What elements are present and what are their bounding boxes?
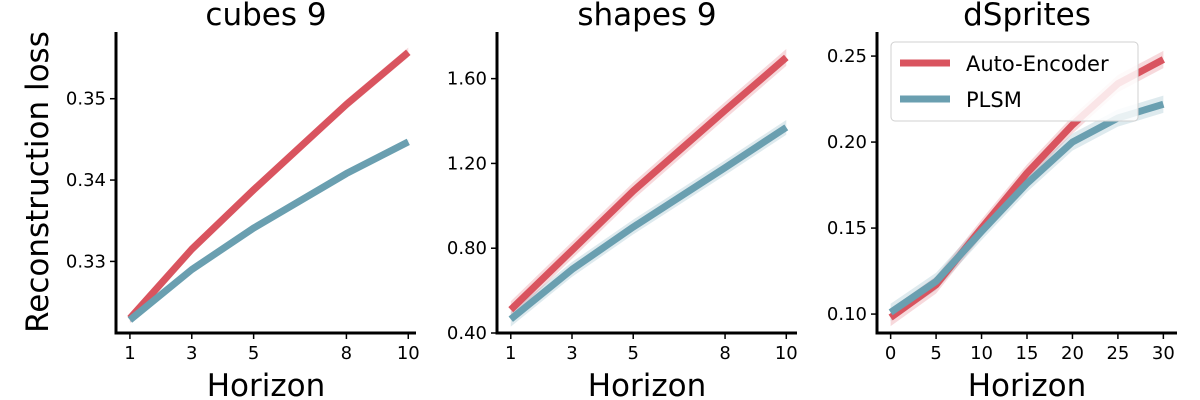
x-tick-label: 10 <box>970 343 993 364</box>
x-tick-label: 10 <box>775 343 798 364</box>
y-tick-label: 0.40 <box>447 323 487 344</box>
x-tick-label: 0 <box>885 343 896 364</box>
chart-title-dsprites: dSprites <box>963 0 1091 33</box>
panel-cubes-9: cubes 9 1 3 5 8 10 0.33 0.34 0.35 Horizon <box>66 0 420 400</box>
chart-title-shapes-9: shapes 9 <box>577 0 716 33</box>
x-axis-label-cubes-9: Horizon <box>207 368 326 400</box>
x-tick-label: 3 <box>186 343 197 364</box>
x-axis-label-dsprites: Horizon <box>968 368 1087 400</box>
x-tick-label: 5 <box>930 343 941 364</box>
chart-title-cubes-9: cubes 9 <box>205 0 326 33</box>
legend-label-auto-encoder: Auto-Encoder <box>966 52 1109 76</box>
x-tick-label: 30 <box>1152 343 1175 364</box>
x-tick-label: 3 <box>566 343 577 364</box>
legend-box <box>890 41 1139 122</box>
y-tick-label: 1.60 <box>447 69 487 90</box>
x-tick-label: 1 <box>505 343 516 364</box>
legend: Auto-Encoder PLSM <box>890 41 1139 122</box>
x-tick-label: 25 <box>1106 343 1129 364</box>
x-tick-label: 1 <box>124 343 135 364</box>
y-tick-label: 0.10 <box>827 304 867 325</box>
x-axis-label-shapes-9: Horizon <box>588 368 707 400</box>
y-tick-label: 0.15 <box>827 218 867 239</box>
x-tick-label: 8 <box>719 343 730 364</box>
y-tick-label: 0.33 <box>66 251 106 272</box>
y-tick-label: 0.20 <box>827 132 867 153</box>
x-tick-label: 15 <box>1016 343 1039 364</box>
y-tick-label: 0.34 <box>66 170 106 191</box>
series-line-plsm-dsprites <box>888 100 1165 316</box>
x-tick-label: 10 <box>397 343 420 364</box>
band-plsm-dsprites <box>890 95 1164 321</box>
series-line-plsm-cubes-9 <box>127 138 410 323</box>
y-tick-label: 0.80 <box>447 238 487 259</box>
panel-dsprites: dSprites 0 5 10 15 20 25 30 0.10 0.15 0.20 0.25 Hori… <box>827 0 1177 400</box>
x-tick-label: 8 <box>341 343 352 364</box>
band-auto-encoder-cubes-9 <box>129 47 409 324</box>
x-tick-label: 5 <box>248 343 259 364</box>
y-tick-label: 0.35 <box>66 89 106 110</box>
figure-ylabel: Reconstruction loss <box>20 31 56 333</box>
panel-shapes-9: shapes 9 1 3 5 8 10 0.40 0.80 1.20 1.60 Horizon <box>447 0 798 400</box>
legend-label-plsm: PLSM <box>966 88 1022 112</box>
x-tick-label: 20 <box>1061 343 1084 364</box>
y-tick-label: 1.20 <box>447 153 487 174</box>
x-tick-label: 5 <box>627 343 638 364</box>
y-tick-label: 0.25 <box>827 46 867 67</box>
